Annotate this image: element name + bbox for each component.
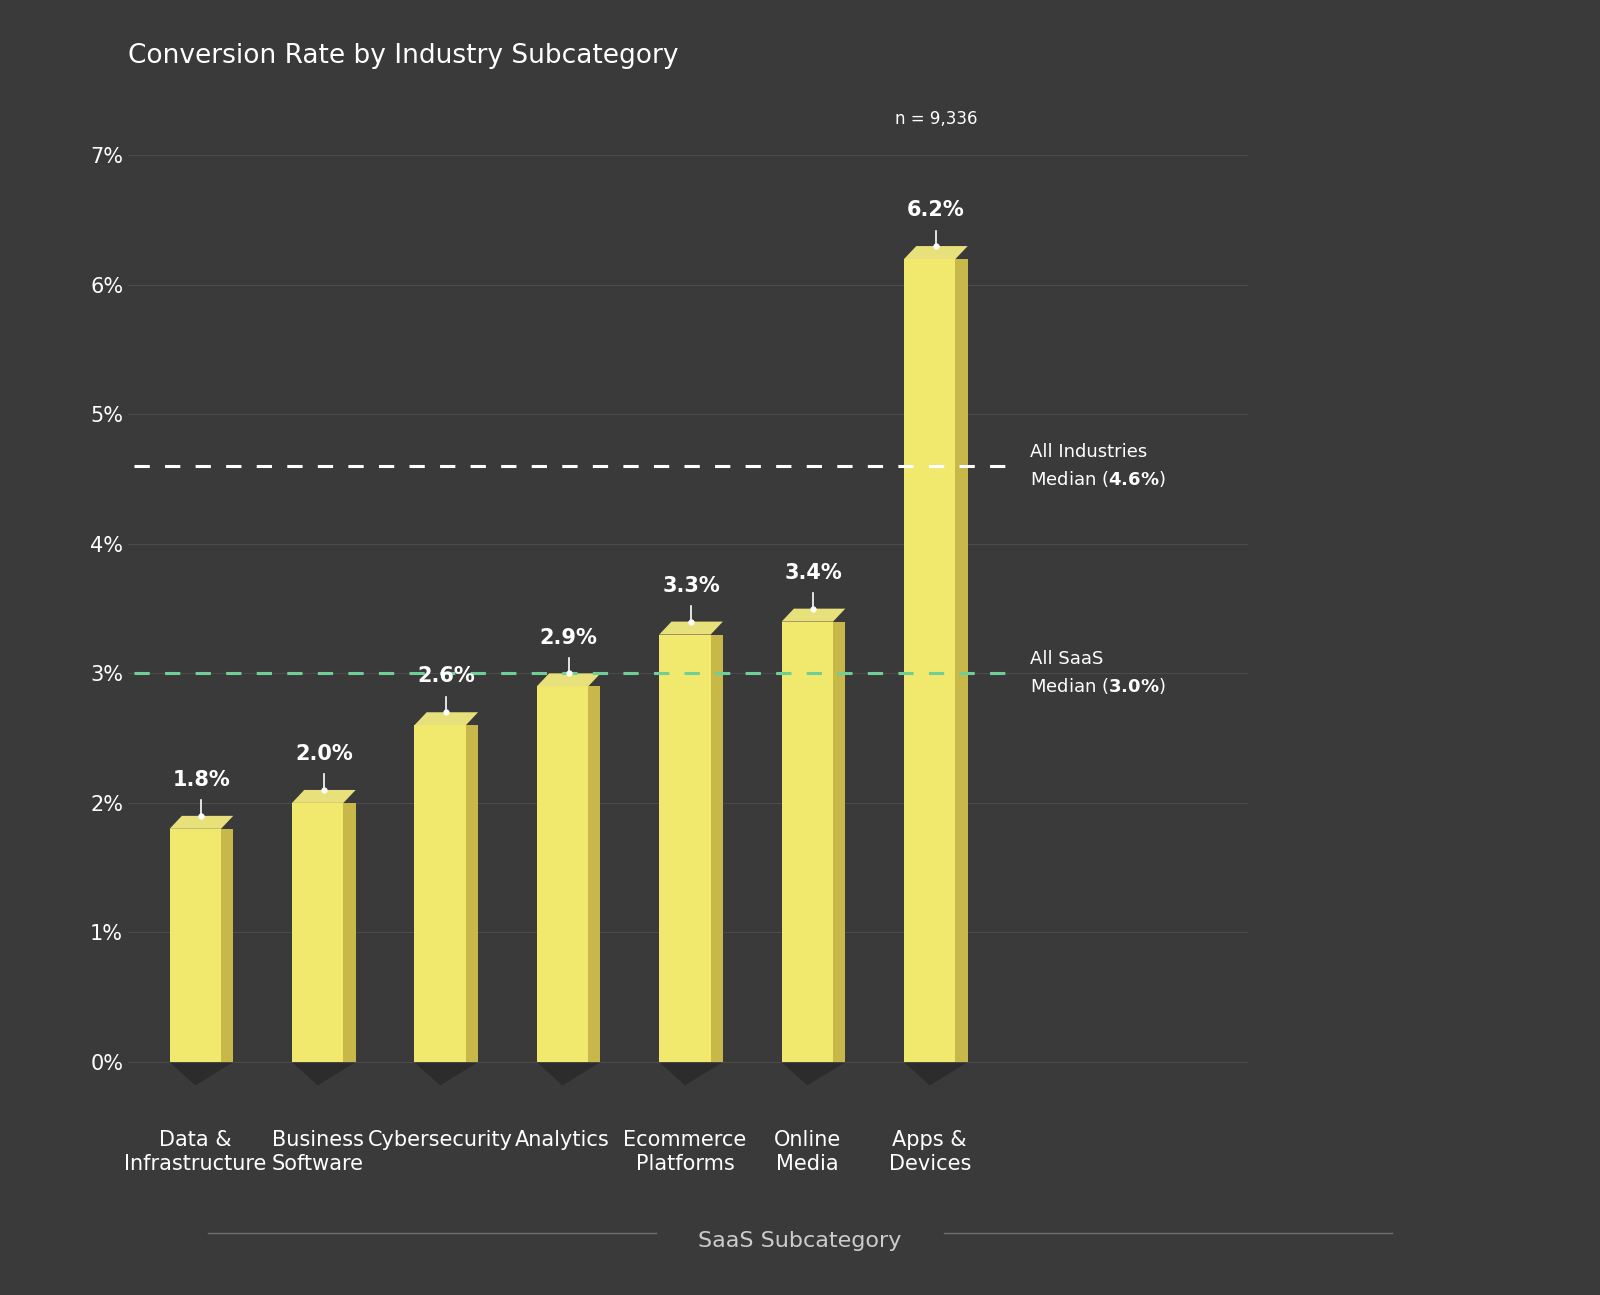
Polygon shape	[834, 622, 845, 1062]
Polygon shape	[293, 790, 355, 803]
Text: 2.6%: 2.6%	[418, 667, 475, 686]
Polygon shape	[538, 1062, 600, 1085]
Polygon shape	[904, 259, 955, 1062]
Text: All SaaS
Median (​$\bf{3.0\%}$): All SaaS Median (​$\bf{3.0\%}$)	[1030, 650, 1166, 697]
Polygon shape	[466, 725, 478, 1062]
Text: Conversion Rate by Industry Subcategory: Conversion Rate by Industry Subcategory	[128, 43, 678, 69]
Polygon shape	[659, 622, 723, 635]
Text: SaaS Subcategory: SaaS Subcategory	[698, 1230, 902, 1251]
Text: n = 9,336: n = 9,336	[894, 110, 978, 128]
Polygon shape	[414, 1062, 478, 1085]
Polygon shape	[170, 1062, 234, 1085]
Polygon shape	[659, 1062, 723, 1085]
Polygon shape	[782, 1061, 845, 1085]
Text: All Industries
Median (​$\bf{4.6\%}$): All Industries Median (​$\bf{4.6\%}$)	[1030, 443, 1166, 490]
Text: 2.0%: 2.0%	[294, 745, 352, 764]
Text: 1.8%: 1.8%	[173, 771, 230, 790]
Polygon shape	[170, 829, 221, 1062]
Polygon shape	[782, 1062, 845, 1085]
Text: 2.9%: 2.9%	[539, 628, 597, 648]
Polygon shape	[659, 635, 710, 1062]
Polygon shape	[782, 622, 834, 1062]
Polygon shape	[344, 803, 355, 1062]
Polygon shape	[710, 635, 723, 1062]
Polygon shape	[904, 1061, 968, 1085]
Polygon shape	[414, 1061, 478, 1085]
Text: 6.2%: 6.2%	[907, 201, 965, 220]
Polygon shape	[538, 1061, 600, 1085]
Polygon shape	[955, 259, 968, 1062]
Polygon shape	[538, 686, 589, 1062]
Polygon shape	[221, 829, 234, 1062]
Polygon shape	[904, 246, 968, 259]
Polygon shape	[414, 712, 478, 725]
Polygon shape	[538, 673, 600, 686]
Polygon shape	[293, 803, 344, 1062]
Polygon shape	[414, 725, 466, 1062]
Polygon shape	[904, 1062, 968, 1085]
Polygon shape	[170, 816, 234, 829]
Text: 3.4%: 3.4%	[784, 563, 842, 583]
Polygon shape	[659, 1061, 723, 1085]
Polygon shape	[782, 609, 845, 622]
Polygon shape	[293, 1062, 355, 1085]
Polygon shape	[293, 1061, 355, 1085]
Polygon shape	[589, 686, 600, 1062]
Text: 3.3%: 3.3%	[662, 576, 720, 596]
Polygon shape	[170, 1061, 234, 1085]
